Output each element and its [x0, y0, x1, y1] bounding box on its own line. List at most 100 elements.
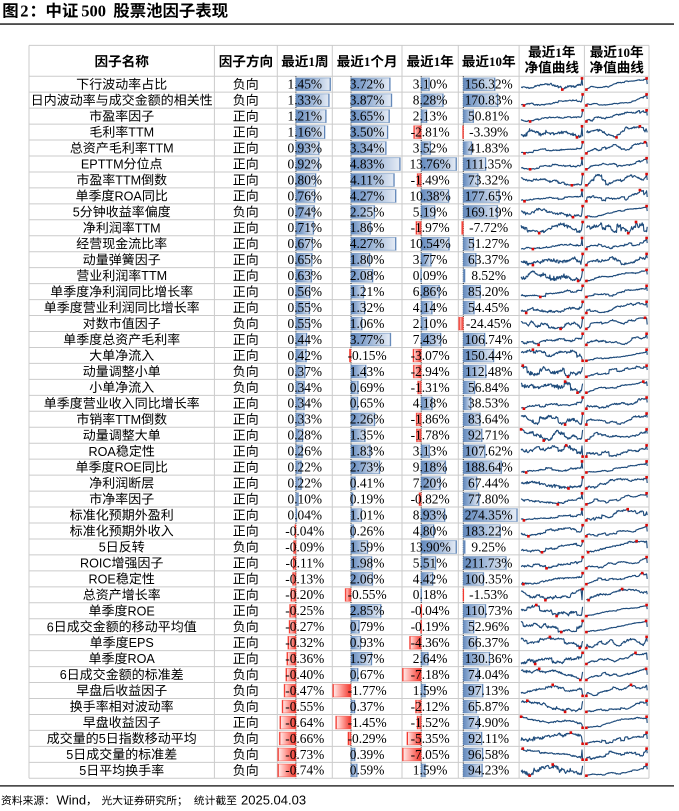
svg-text:0.37%: 0.37%: [350, 699, 385, 714]
svg-text:0.76%: 0.76%: [288, 188, 323, 203]
svg-text:-1.97%: -1.97%: [411, 220, 450, 235]
svg-text:0.67%: 0.67%: [350, 667, 385, 682]
svg-text:2.08%: 2.08%: [350, 268, 385, 283]
svg-text:-1.78%: -1.78%: [411, 428, 450, 443]
svg-text:3.50%: 3.50%: [350, 125, 385, 140]
svg-text:1.01%: 1.01%: [350, 507, 385, 522]
svg-text:1.33%: 1.33%: [288, 93, 323, 108]
svg-text:-0.11%: -0.11%: [286, 555, 325, 570]
svg-text:1.59%: 1.59%: [413, 683, 448, 698]
svg-text:66.37%: 66.37%: [468, 635, 509, 650]
svg-text:0.65%: 0.65%: [350, 396, 385, 411]
svg-text:169.19%: 169.19%: [465, 204, 513, 219]
svg-text:1.21%: 1.21%: [350, 284, 385, 299]
svg-text:-0.73%: -0.73%: [285, 747, 324, 762]
svg-text:94.23%: 94.23%: [468, 763, 509, 778]
svg-text:10: 10: [617, 45, 630, 60]
svg-text:188.64%: 188.64%: [465, 460, 513, 475]
svg-text:4.27%: 4.27%: [350, 236, 385, 251]
svg-text:1.21%: 1.21%: [288, 109, 323, 124]
svg-text:5: 5: [79, 764, 86, 778]
svg-text:4.83%: 4.83%: [350, 156, 385, 171]
svg-text:1.80%: 1.80%: [350, 252, 385, 267]
svg-text:-0.27%: -0.27%: [285, 619, 324, 634]
svg-text:110.73%: 110.73%: [465, 603, 512, 618]
svg-text:112.48%: 112.48%: [465, 364, 512, 379]
svg-text:2.25%: 2.25%: [350, 204, 385, 219]
svg-text:183.22%: 183.22%: [465, 523, 513, 538]
svg-text:0.26%: 0.26%: [288, 444, 323, 459]
svg-text:-0.19%: -0.19%: [411, 619, 450, 634]
svg-text:0.22%: 0.22%: [288, 476, 323, 491]
svg-text:ROIC: ROIC: [80, 557, 111, 571]
svg-text:1.16%: 1.16%: [288, 125, 323, 140]
svg-text:1.83%: 1.83%: [350, 444, 385, 459]
svg-text:3.65%: 3.65%: [350, 109, 385, 124]
svg-text:6: 6: [60, 668, 67, 682]
svg-text:0.09%: 0.09%: [413, 268, 448, 283]
svg-text:0.41%: 0.41%: [350, 476, 385, 491]
svg-text:TTM: TTM: [135, 221, 161, 235]
svg-text:-7.72%: -7.72%: [469, 220, 508, 235]
svg-text:63.37%: 63.37%: [468, 252, 509, 267]
svg-text:EPTTM: EPTTM: [81, 158, 124, 172]
svg-text:-0.04%: -0.04%: [411, 603, 450, 618]
svg-text:-1.45%: -1.45%: [348, 715, 387, 730]
svg-text:-1.53%: -1.53%: [469, 587, 508, 602]
svg-text:13.90%: 13.90%: [409, 539, 450, 554]
svg-text:-0.13%: -0.13%: [285, 571, 324, 586]
svg-text:10: 10: [489, 54, 502, 69]
svg-text:2.85%: 2.85%: [350, 603, 385, 618]
svg-text:0.74%: 0.74%: [288, 204, 323, 219]
svg-text:4.11%: 4.11%: [350, 172, 384, 187]
svg-text:-3.07%: -3.07%: [411, 348, 450, 363]
svg-text:156.32%: 156.32%: [465, 77, 513, 92]
svg-text:2: 2: [20, 2, 28, 21]
svg-text:-3.39%: -3.39%: [469, 125, 508, 140]
svg-text:3.10%: 3.10%: [413, 77, 448, 92]
svg-text:2.06%: 2.06%: [350, 571, 385, 586]
svg-text:500: 500: [81, 2, 106, 21]
svg-text:177.65%: 177.65%: [465, 188, 513, 203]
svg-text:ROE: ROE: [89, 572, 116, 586]
svg-text:1.98%: 1.98%: [350, 555, 385, 570]
svg-text:-0.09%: -0.09%: [285, 539, 324, 554]
svg-text:1: 1: [434, 54, 441, 69]
svg-text:0.55%: 0.55%: [288, 300, 323, 315]
svg-text:-0.36%: -0.36%: [285, 651, 324, 666]
svg-text:8.52%: 8.52%: [471, 268, 506, 283]
svg-text:ROE: ROE: [128, 604, 155, 618]
svg-text:100.35%: 100.35%: [465, 571, 513, 586]
svg-text:0.22%: 0.22%: [288, 460, 323, 475]
svg-text:5: 5: [99, 541, 106, 555]
svg-text:0.34%: 0.34%: [288, 380, 323, 395]
svg-text:Wind: Wind: [57, 792, 87, 807]
svg-text:0.18%: 0.18%: [413, 587, 448, 602]
svg-text:170.83%: 170.83%: [465, 93, 513, 108]
svg-text:38.53%: 38.53%: [468, 396, 509, 411]
svg-text:0.33%: 0.33%: [288, 412, 323, 427]
svg-text:85.20%: 85.20%: [468, 284, 509, 299]
svg-text:0.28%: 0.28%: [288, 428, 323, 443]
svg-text:ROA: ROA: [128, 652, 156, 666]
svg-text:5: 5: [99, 732, 106, 746]
svg-text:3.87%: 3.87%: [350, 93, 385, 108]
svg-text:0.26%: 0.26%: [350, 523, 385, 538]
svg-text:2.10%: 2.10%: [413, 316, 448, 331]
svg-text:4.80%: 4.80%: [413, 523, 448, 538]
svg-text:0.37%: 0.37%: [288, 364, 323, 379]
svg-text:74.90%: 74.90%: [468, 715, 509, 730]
svg-text:3.13%: 3.13%: [413, 444, 448, 459]
svg-text:0.65%: 0.65%: [288, 252, 323, 267]
svg-text:0.69%: 0.69%: [350, 380, 385, 395]
svg-text:9.18%: 9.18%: [413, 460, 448, 475]
svg-text:8.93%: 8.93%: [413, 507, 448, 522]
svg-text:56.84%: 56.84%: [468, 380, 509, 395]
svg-text:-1.52%: -1.52%: [411, 715, 450, 730]
svg-text:5: 5: [73, 205, 80, 219]
svg-text:10.54%: 10.54%: [409, 236, 450, 251]
svg-text:1: 1: [364, 54, 371, 69]
svg-text:0.93%: 0.93%: [350, 635, 385, 650]
svg-text:7.20%: 7.20%: [413, 476, 448, 491]
svg-text:5.51%: 5.51%: [413, 555, 448, 570]
